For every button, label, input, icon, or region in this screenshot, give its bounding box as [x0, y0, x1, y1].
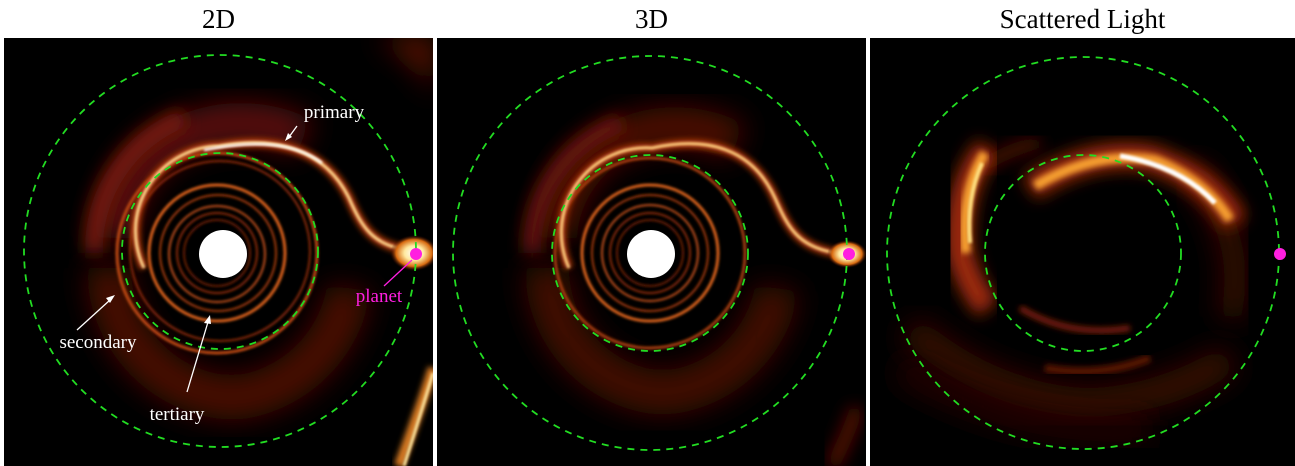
central-star-mask-3d	[627, 230, 675, 278]
annotation-tertiary: tertiary	[150, 404, 205, 425]
annotation-primary: primary	[304, 102, 365, 123]
annotation-secondary: secondary	[59, 332, 137, 353]
panel-title-2d: 2D	[202, 4, 235, 34]
planet-marker-scattered	[1274, 248, 1286, 260]
planet-marker-2d	[410, 248, 422, 260]
panel-title-3d: 3D	[635, 4, 668, 34]
inner-orbit-scattered	[984, 154, 1182, 352]
image-panel-2d: primary secondary tertiary planet	[4, 38, 433, 466]
inner-orbit-2d	[121, 152, 319, 350]
inner-orbit-3d	[551, 154, 749, 352]
image-panel-3d	[437, 38, 866, 466]
annotation-planet: planet	[356, 286, 403, 307]
planet-marker-3d	[843, 248, 855, 260]
image-panel-scattered-light	[870, 38, 1295, 466]
panel-title-scattered-light: Scattered Light	[999, 4, 1166, 34]
central-star-mask-2d	[199, 230, 247, 278]
